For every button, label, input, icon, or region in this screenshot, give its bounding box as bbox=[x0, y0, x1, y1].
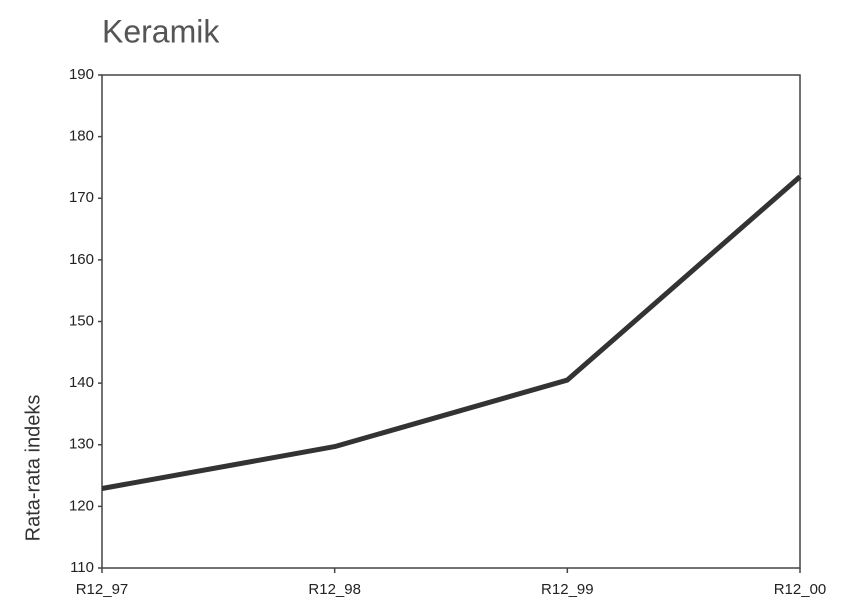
y-axis-label: Rata-rata indeks bbox=[22, 395, 44, 542]
x-tick-label: R12_99 bbox=[541, 581, 594, 598]
plot-frame bbox=[102, 75, 800, 568]
data-line bbox=[102, 177, 800, 489]
y-tick-label: 130 bbox=[69, 436, 94, 453]
y-tick-label: 160 bbox=[69, 251, 94, 268]
y-tick-label: 120 bbox=[69, 497, 94, 514]
chart: Keramik Rata-rata indeks 110 120 130 140 150… bbox=[0, 0, 847, 606]
y-tick-label: 150 bbox=[69, 312, 94, 329]
y-tick-label: 140 bbox=[69, 374, 94, 391]
y-tick-label: 190 bbox=[69, 66, 94, 83]
y-tick-label: 110 bbox=[70, 559, 94, 576]
y-tick-label: 180 bbox=[69, 128, 94, 145]
x-tick-label: R12_97 bbox=[76, 581, 129, 598]
y-tick-label: 170 bbox=[69, 189, 94, 206]
x-tick-label: R12_00 bbox=[774, 581, 827, 598]
x-tick-label: R12_98 bbox=[308, 581, 361, 598]
chart-title: Keramik bbox=[102, 13, 220, 49]
